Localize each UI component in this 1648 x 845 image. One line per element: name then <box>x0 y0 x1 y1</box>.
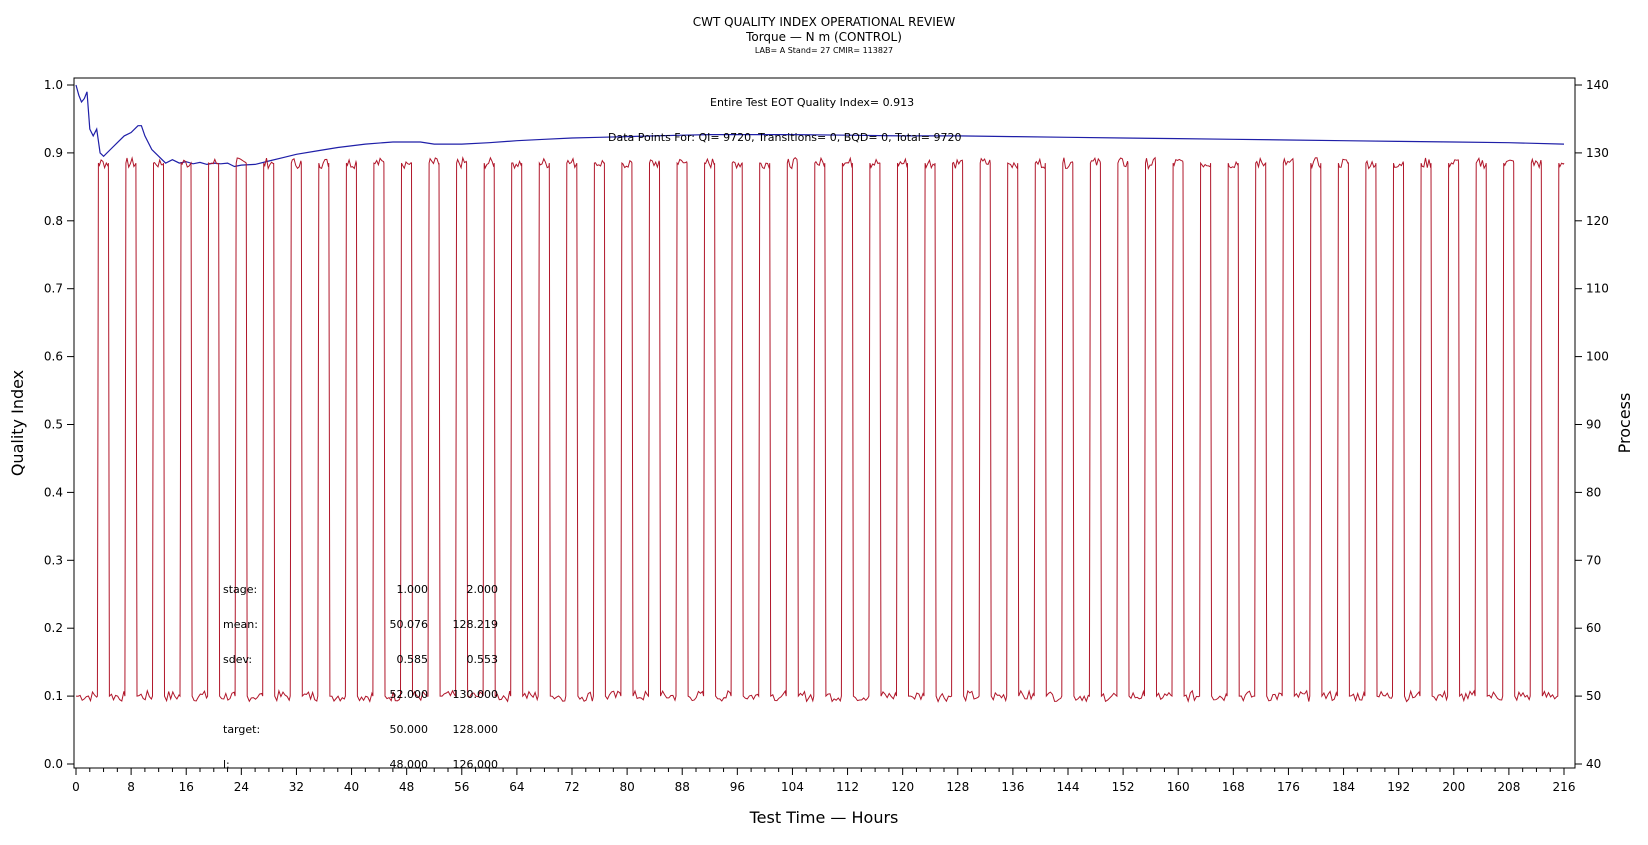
x-tick-label: 40 <box>344 780 359 794</box>
x-tick-label: 216 <box>1553 780 1576 794</box>
y-left-tick-label: 0.3 <box>44 553 63 567</box>
stats-value-stage1: 50.000 <box>390 723 429 736</box>
x-axis: 0 8 16 24 32 40 48 56 64 72 80 88 96 104 112 120 128 136 1… <box>72 768 1575 794</box>
x-tick-label: 32 <box>289 780 304 794</box>
chart-subtitle: Torque — N m (CONTROL) <box>745 30 902 44</box>
plot-frame <box>73 77 1576 769</box>
y-left-tick-label: 0.7 <box>44 282 63 296</box>
stats-value-stage2: 0.553 <box>467 653 499 666</box>
y-left-tick-label: 0.2 <box>44 621 63 635</box>
y-axis-left: 0.0 0.1 0.2 0.3 0.4 0.5 0.6 0.7 0.8 0.9 1.0 <box>44 78 74 771</box>
x-tick-label: 56 <box>454 780 469 794</box>
x-tick-label: 16 <box>179 780 194 794</box>
x-tick-label: 152 <box>1112 780 1135 794</box>
x-tick-label: 72 <box>564 780 579 794</box>
y-right-tick-label: 130 <box>1586 146 1609 160</box>
x-tick-label: 144 <box>1057 780 1080 794</box>
stats-value-stage2: 126.000 <box>453 758 499 771</box>
x-tick-label: 8 <box>127 780 135 794</box>
y-right-tick-label: 90 <box>1586 418 1601 432</box>
x-tick-label: 112 <box>836 780 859 794</box>
x-tick-label: 88 <box>675 780 690 794</box>
y-right-tick-label: 70 <box>1586 553 1601 567</box>
y-left-tick-label: 0.6 <box>44 350 63 364</box>
series-process-line <box>75 155 1565 703</box>
stats-value-stage1: 48.000 <box>390 758 429 771</box>
y-left-tick-label: 0.4 <box>44 485 63 499</box>
x-axis-title: Test Time — Hours <box>749 808 899 827</box>
x-tick-label: 48 <box>399 780 414 794</box>
y-axis-right: 40 50 60 70 80 90 100 110 120 130 140 <box>1575 78 1609 771</box>
stats-table: stage: 1.000 2.000 mean: 50.076 128.219 sdev: 0… <box>223 583 498 771</box>
y-right-tick-label: 40 <box>1586 757 1601 771</box>
y-right-tick-label: 120 <box>1586 214 1609 228</box>
y-right-tick-label: 60 <box>1586 621 1601 635</box>
x-tick-label: 64 <box>509 780 524 794</box>
stats-value-stage1: 0.585 <box>397 653 429 666</box>
y-right-tick-label: 140 <box>1586 78 1609 92</box>
y-axis-left-title: Quality Index <box>8 370 27 476</box>
x-tick-label: 192 <box>1387 780 1410 794</box>
x-tick-label: 128 <box>946 780 969 794</box>
y-left-tick-label: 0.5 <box>44 418 63 432</box>
y-left-tick-label: 0.8 <box>44 214 63 228</box>
x-tick-label: 0 <box>72 780 80 794</box>
x-tick-label: 104 <box>781 780 804 794</box>
x-tick-label: 80 <box>619 780 634 794</box>
stats-value-stage1: 1.000 <box>397 583 429 596</box>
x-tick-label: 208 <box>1497 780 1520 794</box>
chart-title: CWT QUALITY INDEX OPERATIONAL REVIEW <box>693 15 956 29</box>
series-layer <box>75 84 1565 703</box>
y-left-tick-label: 0.1 <box>44 689 63 703</box>
stats-value-stage2: 128.219 <box>453 618 499 631</box>
stats-value-stage1: 52.000 <box>390 688 429 701</box>
y-left-tick-label: 1.0 <box>44 78 63 92</box>
y-left-tick-label: 0.0 <box>44 757 63 771</box>
annotation-quality-index: Entire Test EOT Quality Index= 0.913 <box>710 96 914 109</box>
x-tick-label: 96 <box>730 780 745 794</box>
stats-value-stage2: 130.000 <box>453 688 499 701</box>
stats-value-stage1: 50.076 <box>390 618 429 631</box>
y-axis-right-title: Process <box>1615 393 1634 454</box>
x-tick-label: 160 <box>1167 780 1190 794</box>
stats-label: sdev: <box>223 653 252 666</box>
annotation-data-points: Data Points For: QI= 9720, Transitions= … <box>608 131 962 144</box>
y-right-tick-label: 100 <box>1586 350 1609 364</box>
x-tick-label: 200 <box>1442 780 1465 794</box>
x-tick-label: 24 <box>234 780 249 794</box>
stats-value-stage2: 128.000 <box>453 723 499 736</box>
y-left-tick-label: 0.9 <box>44 146 63 160</box>
stats-label: l: <box>223 758 230 771</box>
x-tick-label: 168 <box>1222 780 1245 794</box>
stats-value-stage2: 2.000 <box>467 583 499 596</box>
y-right-tick-label: 80 <box>1586 485 1601 499</box>
x-tick-label: 120 <box>891 780 914 794</box>
x-tick-label: 184 <box>1332 780 1355 794</box>
chart-subsubtitle: LAB= A Stand= 27 CMIR= 113827 <box>755 46 893 55</box>
stats-label: stage: <box>223 583 257 596</box>
stats-label: mean: <box>223 618 258 631</box>
x-tick-label: 136 <box>1001 780 1024 794</box>
y-right-tick-label: 50 <box>1586 689 1601 703</box>
y-right-tick-label: 110 <box>1586 282 1609 296</box>
x-tick-label: 176 <box>1277 780 1300 794</box>
stats-label: target: <box>223 723 260 736</box>
series-quality-index-line <box>75 84 1565 168</box>
